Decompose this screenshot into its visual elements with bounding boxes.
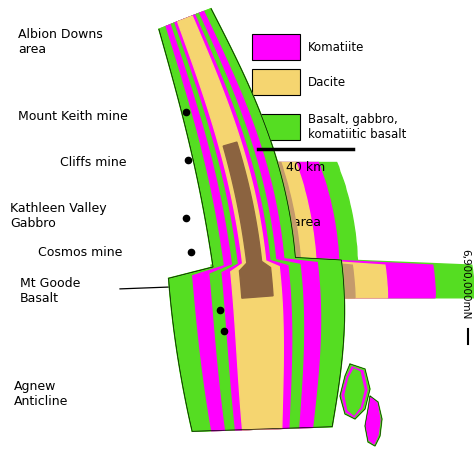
- Polygon shape: [178, 16, 283, 429]
- Text: Komatiite: Komatiite: [308, 40, 365, 54]
- Polygon shape: [211, 163, 474, 298]
- Polygon shape: [159, 9, 345, 431]
- Text: 6,900,000mN: 6,900,000mN: [460, 249, 470, 319]
- Polygon shape: [345, 369, 364, 415]
- Bar: [252, 69, 300, 95]
- Polygon shape: [159, 9, 345, 431]
- Polygon shape: [223, 142, 273, 298]
- Text: Mt Goode
Basalt: Mt Goode Basalt: [20, 277, 81, 305]
- Text: 40 km: 40 km: [286, 161, 325, 174]
- Text: Mount Keith mine: Mount Keith mine: [18, 109, 128, 122]
- Text: Cliffs mine: Cliffs mine: [60, 155, 127, 168]
- Polygon shape: [247, 163, 333, 298]
- Polygon shape: [366, 398, 380, 444]
- Polygon shape: [166, 11, 320, 431]
- Polygon shape: [342, 367, 367, 417]
- Text: 11 Mile Well: 11 Mile Well: [242, 326, 318, 338]
- Polygon shape: [178, 16, 283, 429]
- Polygon shape: [172, 14, 303, 430]
- Polygon shape: [221, 163, 435, 298]
- Text: Yakabindie area: Yakabindie area: [222, 216, 321, 228]
- Polygon shape: [223, 142, 273, 298]
- Text: Cosmos mine: Cosmos mine: [38, 246, 122, 258]
- Polygon shape: [172, 14, 303, 430]
- Polygon shape: [175, 15, 292, 430]
- Bar: [252, 34, 300, 60]
- Text: Agnew
Anticline: Agnew Anticline: [14, 380, 68, 408]
- Bar: [252, 114, 300, 140]
- Text: Basalt, gabbro,
komatiitic basalt: Basalt, gabbro, komatiitic basalt: [308, 113, 406, 141]
- Text: Perseverance: Perseverance: [240, 304, 325, 318]
- Polygon shape: [227, 163, 387, 298]
- Polygon shape: [166, 11, 320, 431]
- Polygon shape: [340, 364, 370, 419]
- Polygon shape: [365, 396, 382, 446]
- Text: Dacite: Dacite: [308, 75, 346, 89]
- Polygon shape: [175, 15, 292, 430]
- Text: Kathleen Valley
Gabbro: Kathleen Valley Gabbro: [10, 202, 107, 230]
- Polygon shape: [240, 163, 355, 298]
- Text: Albion Downs
area: Albion Downs area: [18, 28, 103, 56]
